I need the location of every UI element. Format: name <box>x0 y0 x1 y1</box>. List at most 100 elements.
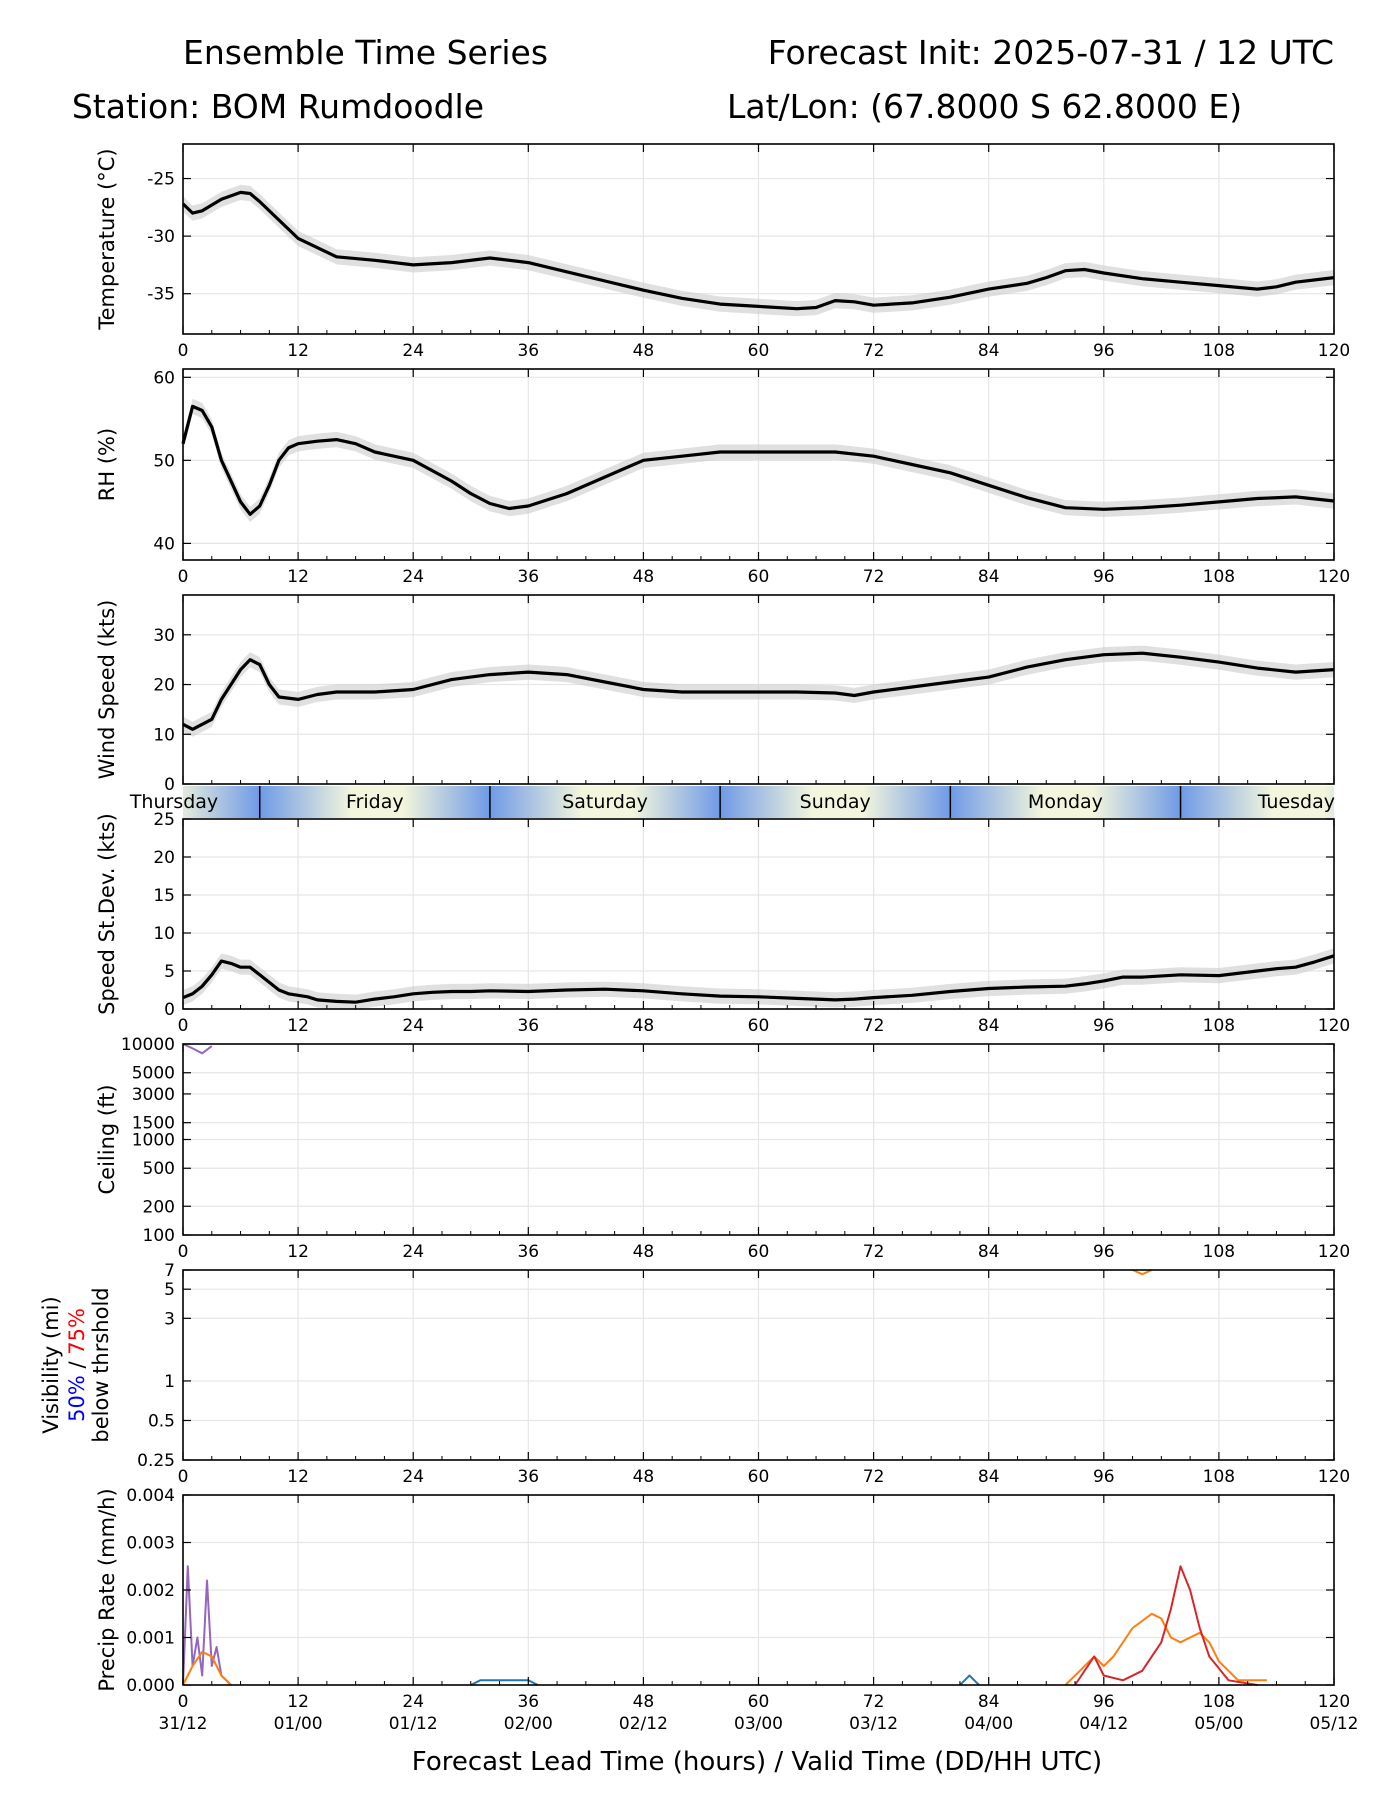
latlon-label: Lat/Lon: (67.8000 S 62.8000 E) <box>727 87 1242 126</box>
day-segment <box>259 786 490 818</box>
x-tick-label: 0 <box>178 1692 189 1712</box>
y-tick-label: 0.001 <box>126 1629 175 1649</box>
x-tick-label: 96 <box>1093 341 1115 361</box>
valid-time-label: 03/00 <box>734 1714 783 1734</box>
day-label: Thursday <box>129 791 218 813</box>
ensemble-mean-line <box>182 651 1335 731</box>
valid-time-label: 05/00 <box>1194 1714 1243 1734</box>
valid-time-label: 01/12 <box>389 1714 438 1734</box>
y-tick-label: 10 <box>153 924 175 944</box>
x-tick-label: 84 <box>978 1016 1000 1036</box>
y-tick-label: 5000 <box>132 1064 175 1084</box>
visibility-panel: 0 12 24 36 48 60 72 84 96 108 120 75 3 1 0.5 0.25 Visibi… <box>39 1261 1350 1487</box>
y-tick-label: -35 <box>147 285 175 305</box>
x-tick-label: 120 <box>1318 1467 1350 1487</box>
valid-time-label: 02/00 <box>504 1714 553 1734</box>
member-series-line <box>470 1679 539 1686</box>
x-tick-label: 108 <box>1203 1692 1235 1712</box>
member-series-line <box>959 1674 980 1686</box>
x-tick-label: 120 <box>1318 341 1350 361</box>
y-tick-label: 0.004 <box>126 1486 175 1506</box>
x-tick-label: 60 <box>748 1467 770 1487</box>
x-tick-label: 108 <box>1203 1467 1235 1487</box>
y-tick-label: 1000 <box>132 1131 175 1151</box>
x-tick-label: 84 <box>978 567 1000 587</box>
y-tick-label: 30 <box>153 626 175 646</box>
x-tick-label: 48 <box>633 1242 655 1262</box>
y-tick-label: 5 <box>164 1280 175 1300</box>
x-tick-label: 12 <box>287 341 309 361</box>
x-tick-label: 0 <box>178 1016 189 1036</box>
ensemble-mean-line <box>181 190 1335 311</box>
threshold-sublabel: below thrshold <box>89 1287 113 1442</box>
x-tick-label: 84 <box>978 341 1000 361</box>
y-tick-label: 500 <box>143 1159 175 1179</box>
x-tick-label: 24 <box>402 1692 424 1712</box>
member-series-line <box>1132 1269 1153 1276</box>
y-tick-label: 0.003 <box>126 1534 175 1554</box>
x-tick-label: 84 <box>978 1467 1000 1487</box>
x-tick-label: 72 <box>863 1692 885 1712</box>
x-tick-label: 12 <box>287 1242 309 1262</box>
x-tick-label: 108 <box>1203 1242 1235 1262</box>
day-bar: Thursday Friday Saturday Sunday Monday Tuesda… <box>129 786 1335 818</box>
valid-time-label: 01/00 <box>274 1714 323 1734</box>
x-tick-label: 36 <box>517 1692 539 1712</box>
x-tick-label: 72 <box>863 341 885 361</box>
x-tick-label: 0 <box>178 1467 189 1487</box>
title-left: Ensemble Time Series <box>183 33 548 72</box>
temperature-panel: 0 12 24 36 48 60 72 84 96 108 120 -25 -30 -35 Temperat… <box>95 143 1350 361</box>
x-tick-label: 24 <box>402 1016 424 1036</box>
y-tick-label: 0 <box>164 1000 175 1020</box>
rh-panel: 0 12 24 36 48 60 72 84 96 108 120 60 50 40 RH (%) <box>95 368 1350 587</box>
x-tick-label: 120 <box>1318 1242 1350 1262</box>
x-tick-label: 72 <box>863 1016 885 1036</box>
y-tick-label: 100 <box>143 1226 175 1246</box>
valid-time-label: 05/12 <box>1310 1714 1359 1734</box>
x-tick-label: 84 <box>978 1242 1000 1262</box>
y-tick-label: 7 <box>164 1261 175 1281</box>
day-label: Sunday <box>800 791 871 813</box>
x-tick-label: 120 <box>1318 567 1350 587</box>
x-tick-label: 0 <box>178 341 189 361</box>
x-tick-label: 108 <box>1203 341 1235 361</box>
x-tick-label: 36 <box>517 341 539 361</box>
x-tick-label: 48 <box>633 567 655 587</box>
valid-time-label: 04/12 <box>1079 1714 1128 1734</box>
valid-time-label: 03/12 <box>849 1714 898 1734</box>
x-tick-label: 24 <box>402 1467 424 1487</box>
x-tick-label: 36 <box>517 1242 539 1262</box>
day-label: Friday <box>346 791 404 813</box>
member-series-line <box>1074 1565 1258 1686</box>
y-axis-label: Temperature (°C) <box>95 148 119 330</box>
y-tick-label: 3 <box>164 1309 175 1329</box>
x-tick-label: 120 <box>1318 1692 1350 1712</box>
x-tick-label: 12 <box>287 1692 309 1712</box>
x-tick-label: 60 <box>748 1692 770 1712</box>
y-tick-label: 0.5 <box>148 1411 175 1431</box>
x-tick-label: 48 <box>633 1016 655 1036</box>
y-tick-label: 3000 <box>132 1085 175 1105</box>
title-right: Forecast Init: 2025-07-31 / 12 UTC <box>768 33 1334 72</box>
y-tick-label: 20 <box>153 848 175 868</box>
y-tick-label: -25 <box>147 170 175 190</box>
y-tick-label: 200 <box>143 1197 175 1217</box>
day-segment <box>183 786 260 818</box>
day-segment <box>950 786 1181 818</box>
y-tick-label: -30 <box>147 227 175 247</box>
x-tick-label: 120 <box>1318 1016 1350 1036</box>
x-tick-label: 36 <box>517 567 539 587</box>
x-tick-label: 48 <box>633 1467 655 1487</box>
x-tick-label: 108 <box>1203 1016 1235 1036</box>
y-tick-label: 60 <box>153 368 175 388</box>
station-label: Station: BOM Rumdoodle <box>72 87 484 126</box>
y-tick-label: 50 <box>153 451 175 471</box>
y-tick-label: 0 <box>164 775 175 795</box>
x-tick-label: 60 <box>748 1016 770 1036</box>
valid-time-label: 02/12 <box>619 1714 668 1734</box>
x-tick-label: 72 <box>863 1242 885 1262</box>
day-segment <box>489 786 721 818</box>
x-tick-label: 96 <box>1093 567 1115 587</box>
